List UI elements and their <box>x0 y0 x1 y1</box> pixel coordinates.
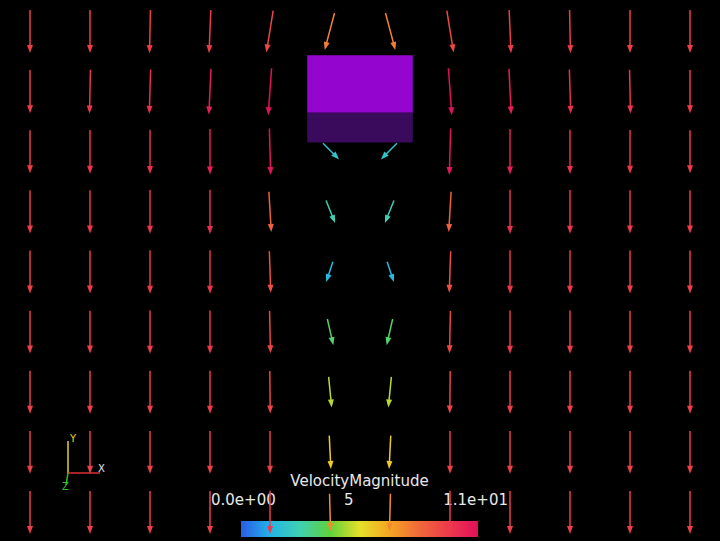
svg-text:Y: Y <box>69 433 77 444</box>
svg-text:Z: Z <box>62 481 69 492</box>
svg-text:VelocityMagnitude: VelocityMagnitude <box>290 472 428 490</box>
svg-text:X: X <box>98 463 105 474</box>
svg-text:1.1e+01: 1.1e+01 <box>443 491 508 509</box>
svg-text:0.0e+00: 0.0e+00 <box>211 491 276 509</box>
svg-text:5: 5 <box>344 491 354 509</box>
